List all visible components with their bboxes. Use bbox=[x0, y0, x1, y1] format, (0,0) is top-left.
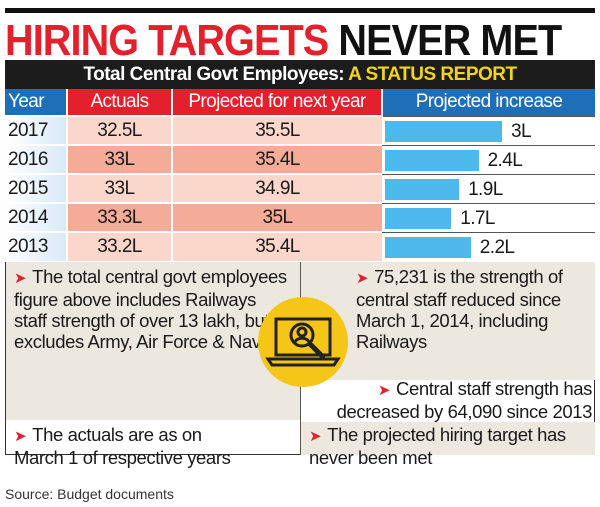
headline-red: HIRING TARGETS bbox=[5, 16, 329, 65]
projected-cell: 35L bbox=[171, 202, 382, 232]
note-right-middle: ➤ Central staff strength has decreased by… bbox=[316, 374, 596, 422]
arrow-icon: ➤ bbox=[377, 382, 391, 399]
year-cell: 2015 bbox=[5, 173, 67, 203]
arrow-icon: ➤ bbox=[14, 428, 27, 445]
col-year: Year bbox=[5, 89, 67, 116]
actuals-cell: 33L bbox=[66, 144, 172, 174]
note-right-bottom: ➤ The projected hiring target has never b… bbox=[301, 422, 595, 468]
note-text: The projected hiring target has never be… bbox=[309, 424, 566, 468]
increase-label: 1.9L bbox=[468, 178, 503, 200]
table-row: 2016 33L 35.4L 2.4L bbox=[5, 144, 595, 174]
actuals-cell: 33.3L bbox=[66, 202, 172, 232]
year-cell: 2017 bbox=[5, 115, 67, 145]
note-text: 75,231 is the strength of central staff … bbox=[356, 266, 563, 352]
subtitle-banner: Total Central Govt Employees: A STATUS R… bbox=[5, 60, 595, 89]
note-text: Central staff strength has decreased by … bbox=[336, 378, 593, 422]
increase-cell: 3L bbox=[382, 115, 595, 145]
banner-text: Total Central Govt Employees: bbox=[83, 64, 345, 85]
increase-bar bbox=[385, 149, 479, 171]
arrow-icon: ➤ bbox=[14, 270, 27, 287]
col-actuals: Actuals bbox=[66, 89, 172, 116]
increase-bar bbox=[385, 207, 452, 229]
table-row: 2013 33.2L 35.4L 2.2L bbox=[5, 231, 595, 261]
year-cell: 2014 bbox=[5, 202, 67, 232]
banner-highlight: A STATUS REPORT bbox=[348, 64, 517, 85]
year-cell: 2013 bbox=[5, 231, 67, 261]
note-right-top: ➤ 75,231 is the strength of central staff… bbox=[301, 262, 595, 380]
table-row: 2017 32.5L 35.5L 3L bbox=[5, 115, 595, 145]
year-cell: 2016 bbox=[5, 144, 67, 174]
source-note: Source: Budget documents bbox=[5, 486, 174, 502]
arrow-icon: ➤ bbox=[356, 270, 369, 287]
increase-cell: 1.9L bbox=[382, 173, 595, 203]
headline: HIRING TARGETS NEVER MET bbox=[5, 16, 562, 66]
increase-label: 2.4L bbox=[487, 149, 523, 171]
projected-cell: 35.4L bbox=[171, 144, 382, 174]
note-text: The total central govt employees figure … bbox=[14, 266, 287, 352]
status-table: Year Actuals Projected for next year Pro… bbox=[5, 89, 595, 261]
increase-label: 1.7L bbox=[460, 207, 495, 229]
increase-bar bbox=[385, 236, 471, 258]
col-increase: Projected increase bbox=[381, 89, 595, 116]
headline-black: NEVER MET bbox=[338, 16, 562, 65]
table-row: 2014 33.3L 35L 1.7L bbox=[5, 202, 595, 232]
actuals-cell: 32.5L bbox=[66, 115, 172, 145]
notes-panel: ➤ The total central govt employees figure… bbox=[5, 262, 596, 468]
actuals-cell: 33.2L bbox=[66, 231, 172, 261]
increase-label: 2.2L bbox=[479, 236, 515, 258]
top-rule bbox=[5, 8, 595, 13]
col-projected: Projected for next year bbox=[171, 89, 382, 116]
note-text: The actuals are as on March 1 of respect… bbox=[14, 424, 231, 468]
note-left-bottom: ➤ The actuals are as on March 1 of respec… bbox=[6, 420, 241, 468]
note-left-top: ➤ The total central govt employees figure… bbox=[6, 262, 301, 420]
projected-cell: 35.5L bbox=[171, 115, 382, 145]
increase-bar bbox=[385, 178, 460, 200]
actuals-cell: 33L bbox=[66, 173, 172, 203]
increase-label: 3L bbox=[511, 120, 532, 142]
table-row: 2015 33L 34.9L 1.9L bbox=[5, 173, 595, 203]
projected-cell: 35.4L bbox=[171, 231, 382, 261]
arrow-icon: ➤ bbox=[309, 428, 322, 445]
projected-cell: 34.9L bbox=[171, 173, 382, 203]
increase-cell: 1.7L bbox=[382, 202, 595, 232]
increase-cell: 2.2L bbox=[382, 231, 595, 261]
increase-bar bbox=[385, 120, 502, 142]
increase-cell: 2.4L bbox=[382, 144, 595, 174]
laptop-search-user-icon bbox=[258, 297, 348, 387]
